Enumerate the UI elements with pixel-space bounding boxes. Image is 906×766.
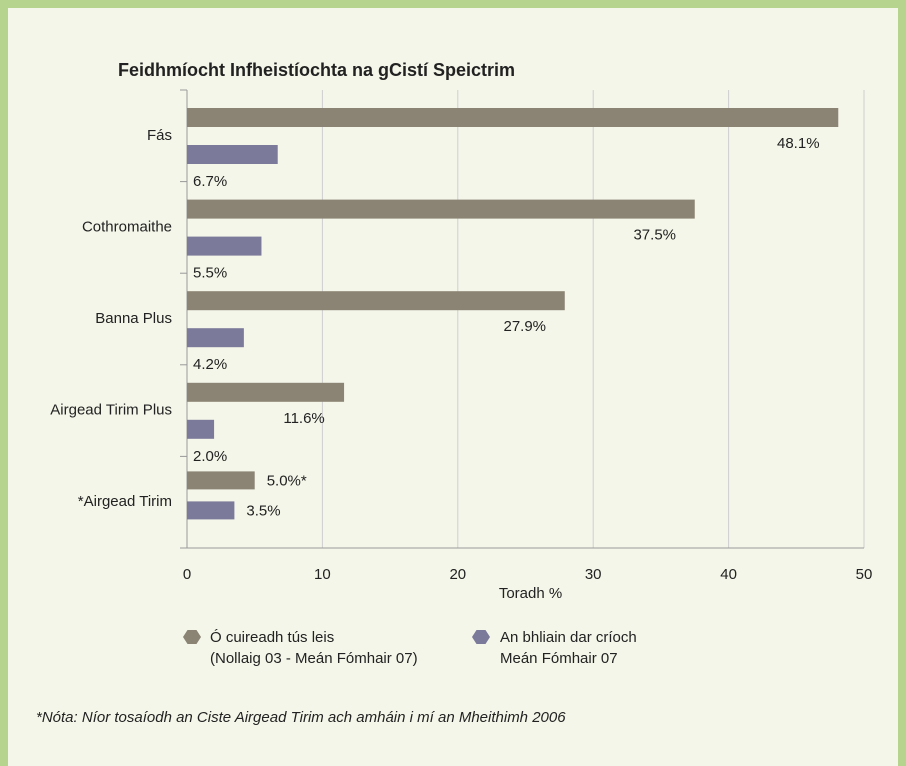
data-label: 5.5% <box>193 265 227 282</box>
y-tick-label: Fás <box>147 127 172 144</box>
bar <box>187 236 262 256</box>
legend-marker <box>472 630 490 644</box>
x-tick-label: 50 <box>856 566 873 583</box>
x-tick-label: 0 <box>183 566 191 583</box>
data-label: 37.5% <box>633 227 676 244</box>
legend-label: An bhliain dar críoch Meán Fómhair 07 <box>500 629 637 667</box>
data-label: 27.9% <box>503 318 546 335</box>
y-tick-label: *Airgead Tirim <box>78 493 172 510</box>
chart-title: Feidhmíocht Infheistíochta na gCistí Spe… <box>118 60 515 80</box>
x-tick-label: 10 <box>314 566 331 583</box>
data-label: 4.2% <box>193 356 227 373</box>
bar <box>187 328 244 348</box>
bar <box>187 199 695 219</box>
bar <box>187 419 215 439</box>
data-label: 5.0%* <box>267 472 307 489</box>
data-label: 2.0% <box>193 448 227 465</box>
data-label: 3.5% <box>246 502 280 519</box>
bar <box>187 108 839 127</box>
y-tick-label: Banna Plus <box>95 310 172 327</box>
y-tick-label: Cothromaithe <box>82 218 172 235</box>
bar <box>187 471 255 490</box>
bar <box>187 382 345 402</box>
y-tick-label: Airgead Tirim Plus <box>50 402 172 419</box>
data-label: 6.7% <box>193 173 227 190</box>
legend-marker <box>183 630 201 644</box>
bar <box>187 291 565 311</box>
data-label: 11.6% <box>283 410 324 427</box>
panel <box>8 8 898 766</box>
bar <box>187 501 235 520</box>
legend-label: Ó cuireadh tús leis (Nollaig 03 - Meán F… <box>210 629 418 667</box>
x-tick-label: 40 <box>720 566 737 583</box>
x-tick-label: 20 <box>449 566 466 583</box>
data-label: 48.1% <box>777 135 820 152</box>
bar <box>187 145 278 164</box>
x-axis-label: Toradh % <box>499 585 562 602</box>
note: *Nóta: Níor tosaíodh an Ciste Airgead Ti… <box>36 709 566 726</box>
x-tick-label: 30 <box>585 566 602 583</box>
